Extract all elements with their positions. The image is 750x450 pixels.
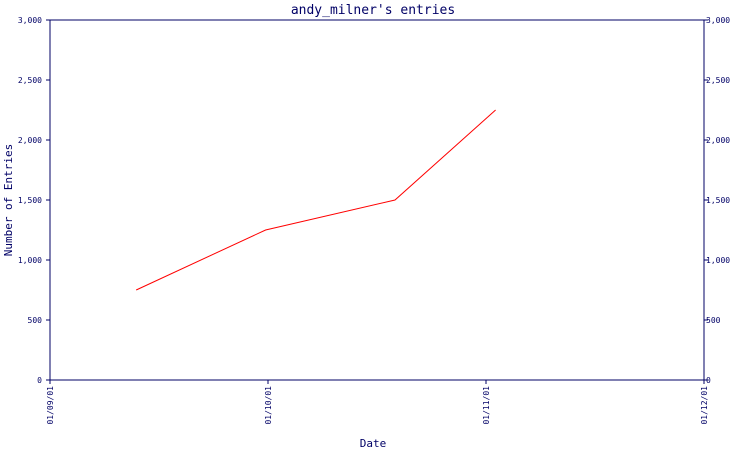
y-tick-label-right: 0: [706, 376, 711, 385]
y-tick-label-left: 500: [28, 316, 43, 325]
y-tick-label-right: 2,500: [706, 76, 730, 85]
series-line: [135, 109, 496, 291]
y-tick-label-left: 3,000: [18, 16, 42, 25]
y-axis-right: 0 500 1,000 1,500 2,000 2,500 3,000: [704, 16, 730, 385]
y-tick-label-left: 1,500: [18, 196, 42, 205]
y-tick-label-right: 3,000: [706, 16, 730, 25]
y-tick-label-right: 1,000: [706, 256, 730, 265]
y-axis-label: Number of Entries: [2, 144, 15, 257]
x-axis-label: Date: [360, 437, 387, 450]
x-axis: 01/09/01 01/10/01 01/11/01 01/12/01: [46, 380, 709, 425]
x-tick-label: 01/11/01: [482, 386, 491, 425]
x-tick-label: 01/10/01: [264, 386, 273, 425]
y-tick-label-left: 2,500: [18, 76, 42, 85]
y-tick-label-right: 500: [706, 316, 721, 325]
y-tick-label-right: 1,500: [706, 196, 730, 205]
chart-title: andy_milner's entries: [291, 3, 455, 18]
y-tick-label-left: 2,000: [18, 136, 42, 145]
plot-border: [49, 19, 705, 381]
y-tick-label-left: 0: [37, 376, 42, 385]
plot-area: [49, 19, 705, 381]
y-axis-left: 0 500 1,000 1,500 2,000 2,500 3,000: [18, 16, 50, 385]
y-tick-label-right: 2,000: [706, 136, 730, 145]
x-tick-label: 01/12/01: [700, 386, 709, 425]
series-layer: [135, 109, 496, 291]
x-tick-label: 01/09/01: [46, 386, 55, 425]
y-tick-label-left: 1,000: [18, 256, 42, 265]
